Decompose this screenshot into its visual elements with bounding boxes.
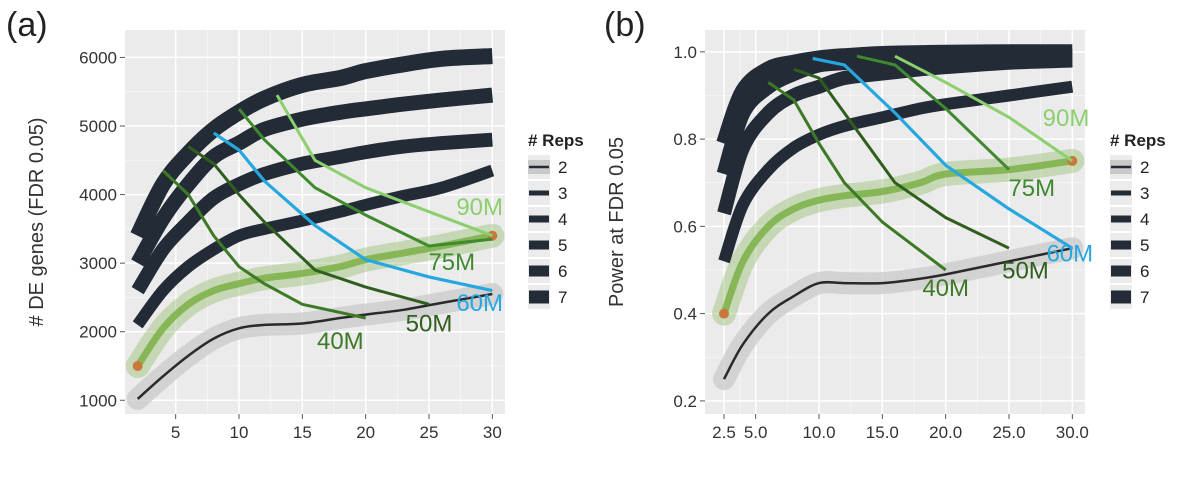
legend-entry-label: 6: [558, 262, 567, 281]
panel-b-label: (b): [604, 6, 646, 44]
legend: # Reps 2 3 4 5 6 7: [1110, 131, 1166, 309]
y-tick-label: 1000: [79, 391, 117, 410]
depth-label-60M: 60M: [456, 290, 503, 317]
x-tick-label: 5: [171, 423, 180, 442]
y-axis-title: # DE genes (FDR 0.05): [26, 118, 48, 327]
panel-b-chart: 2.5 5.0 10.0 15.0 20.0 25.0 30.0 0.2 0.4 0.6 0.8 1.…: [606, 30, 1166, 442]
rep-series-line-3: [134, 232, 496, 370]
y-tick-label: 0.6: [673, 217, 697, 236]
legend-entry-label: 5: [1140, 236, 1149, 255]
rep-series-line-4: [132, 164, 495, 329]
depth-line-40M: [767, 81, 947, 272]
depth-label-60M: 60M: [1046, 240, 1093, 267]
x-tick-label: 10.0: [802, 423, 835, 442]
x-tick-label: 2.5: [712, 423, 736, 442]
plot-area: [712, 44, 1085, 391]
legend-title: # Reps: [528, 131, 584, 150]
legend-entry-label: 5: [558, 236, 567, 255]
x-tick-label: 30: [483, 423, 502, 442]
rep-series-line-7: [716, 44, 1073, 147]
x-tick-label: 20.0: [929, 423, 962, 442]
x-tick-label: 25: [420, 423, 439, 442]
depth-label-40M: 40M: [922, 275, 969, 302]
x-tick-label: 20: [356, 423, 375, 442]
y-tick-label: 0.4: [673, 305, 697, 324]
legend: # Reps 2 3 4 5 6 7: [528, 131, 584, 309]
depth-label-75M: 75M: [1008, 175, 1055, 202]
x-tick-label: 15.0: [866, 423, 899, 442]
x-tick-label: 10: [230, 423, 249, 442]
rep-series-line-5: [131, 132, 493, 295]
y-tick-label: 6000: [79, 48, 117, 67]
rep-series-line-3: [720, 157, 1076, 318]
depth-label-40M: 40M: [317, 328, 364, 355]
legend-entry-label: 3: [1140, 184, 1149, 203]
depth-line-75M: [856, 54, 1011, 171]
y-tick-label: 0.8: [673, 130, 697, 149]
rep-series-line-2: [722, 246, 1073, 380]
depth-label-75M: 75M: [428, 249, 475, 276]
depth-label-90M: 90M: [456, 194, 503, 221]
y-tick-label: 3000: [79, 254, 117, 273]
depth-line-75M: [237, 107, 493, 248]
legend-entry-label: 3: [558, 184, 567, 203]
depth-line-90M: [275, 94, 493, 238]
x-tick-label: 15: [293, 423, 312, 442]
depth-line-90M: [894, 54, 1074, 163]
rep-series-line-4: [718, 80, 1074, 264]
rep-series-line-2: [136, 292, 493, 400]
panel-a-label: (a): [6, 6, 48, 44]
depth-label-50M: 50M: [406, 311, 453, 338]
legend-title: # Reps: [1110, 131, 1166, 150]
depth-line-60M: [212, 131, 493, 293]
legend-entry-label: 2: [1140, 158, 1149, 177]
x-tick-label: 25.0: [992, 423, 1025, 442]
y-tick-label: 1.0: [673, 43, 697, 62]
plot-area: [125, 48, 505, 410]
rep-series-line-7: [130, 48, 493, 240]
depth-line-50M: [793, 67, 1010, 250]
legend-entry-label: 4: [558, 210, 567, 229]
y-axis-title: Power at FDR 0.05: [606, 137, 628, 307]
rep-series-line-6: [131, 87, 494, 267]
depth-line-40M: [161, 169, 367, 320]
legend-entry-label: 7: [558, 288, 567, 307]
y-tick-label: 0.2: [673, 392, 697, 411]
legend-entry-label: 4: [1140, 210, 1149, 229]
y-tick-label: 5000: [79, 117, 117, 136]
depth-label-50M: 50M: [1002, 258, 1049, 285]
legend-entry-label: 2: [558, 158, 567, 177]
legend-entry-label: 7: [1140, 288, 1149, 307]
depth-line-50M: [187, 145, 430, 306]
rep-series-3-start-marker: [719, 308, 729, 319]
x-tick-label: 5.0: [744, 423, 768, 442]
rep-series-3-start-marker: [132, 361, 143, 371]
y-tick-label: 2000: [79, 323, 117, 342]
depth-line-60M: [812, 56, 1074, 250]
rep-series-line-5: [717, 53, 1073, 216]
depth-label-90M: 90M: [1043, 105, 1090, 132]
legend-entry-label: 6: [1140, 262, 1149, 281]
x-tick-label: 30.0: [1056, 423, 1089, 442]
y-tick-label: 4000: [79, 186, 117, 205]
